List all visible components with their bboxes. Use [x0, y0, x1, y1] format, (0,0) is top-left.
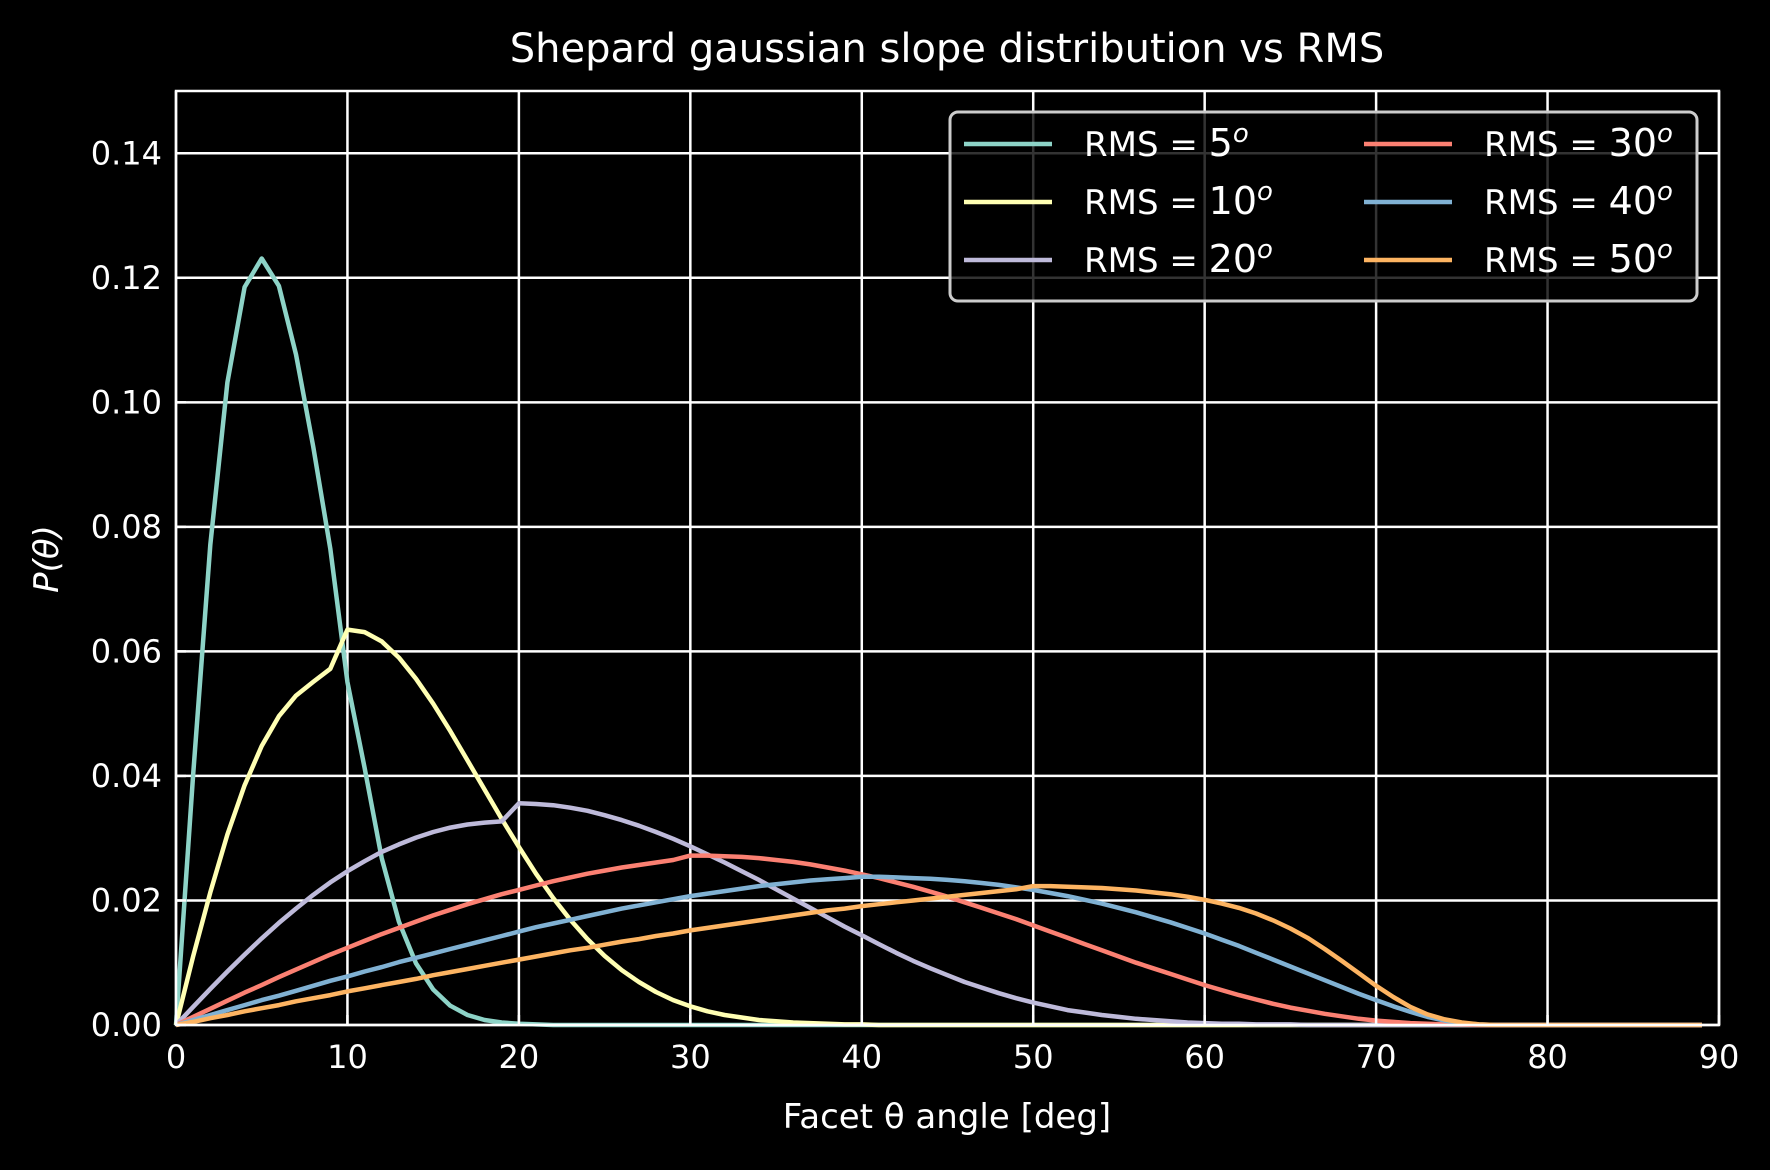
y-tick-label: 0.02: [91, 881, 162, 919]
y-tick-label: 0.10: [91, 383, 162, 421]
axes-frame: [174, 89, 1721, 1027]
x-tick-label: 0: [166, 1038, 186, 1076]
legend-label: RMS = 20o: [1084, 235, 1273, 281]
legend-label: RMS = 5o: [1084, 119, 1249, 165]
x-tick-label: 40: [841, 1038, 882, 1076]
y-tick-label: 0.12: [91, 259, 162, 297]
y-axis-label: P(θ): [27, 525, 67, 593]
y-tick-label: 0.06: [91, 632, 162, 670]
y-tick-label: 0.08: [91, 508, 162, 546]
series-line-rms-50: [175, 883, 1702, 1028]
legend-label: RMS = 10o: [1084, 177, 1273, 223]
y-tick-label: 0.14: [91, 134, 162, 172]
x-tick-label: 90: [1699, 1038, 1740, 1076]
x-tick-label: 20: [499, 1038, 540, 1076]
legend-label: RMS = 50o: [1484, 235, 1673, 281]
y-tick-label: 0.00: [91, 1006, 162, 1044]
x-tick-label: 50: [1013, 1038, 1054, 1076]
y-tick-label: 0.04: [91, 757, 162, 795]
x-tick-label: 80: [1527, 1038, 1568, 1076]
legend-label: RMS = 40o: [1484, 177, 1673, 223]
x-tick-label: 70: [1356, 1038, 1397, 1076]
legend: RMS = 5o RMS = 10o RMS = 20o RMS = 30o RMS =…: [948, 110, 1699, 303]
x-tick-label: 60: [1184, 1038, 1225, 1076]
x-axis-label: Facet θ angle [deg]: [783, 1097, 1111, 1137]
legend-label: RMS = 30o: [1484, 119, 1673, 165]
legend-box: [948, 110, 1699, 303]
x-tick-label: 10: [327, 1038, 368, 1076]
x-tick-label: 30: [670, 1038, 711, 1076]
chart-title: Shepard gaussian slope distribution vs R…: [510, 26, 1384, 72]
